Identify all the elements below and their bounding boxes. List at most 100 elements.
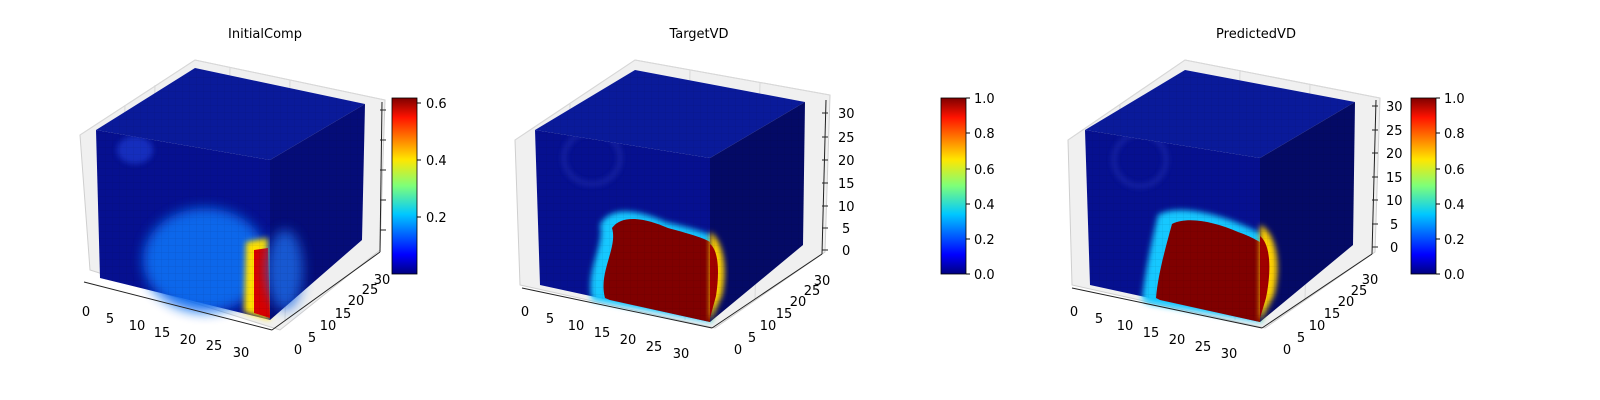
y-tick-label: 20 <box>790 295 807 310</box>
x-tick-label: 5 <box>546 312 554 327</box>
x-tick-label: 30 <box>673 347 690 362</box>
z-tick-label: 25 <box>1386 124 1403 139</box>
colorbar-tick-labels: 0.2 0.4 0.6 <box>426 97 447 226</box>
y-tick-label: 5 <box>1297 331 1305 346</box>
y-tick-label: 30 <box>814 274 831 289</box>
colorbar-tick-label: 0.6 <box>1444 163 1465 178</box>
voxel-grid-top <box>1085 70 1355 158</box>
colorbar-tick-label: 0.0 <box>974 268 995 283</box>
y-tick-label: 25 <box>362 283 379 298</box>
y-tick-labels: 0 5 10 15 20 25 30 <box>734 274 830 358</box>
y-tick-label: 25 <box>804 284 821 299</box>
x-tick-label: 0 <box>1070 305 1078 320</box>
axis-lines <box>83 101 383 331</box>
y-tick-label: 15 <box>776 307 793 322</box>
x-tick-label: 10 <box>568 319 585 334</box>
z-tick-label: 30 <box>1386 100 1403 115</box>
z-tick-label: 25 <box>838 131 855 146</box>
y-tick-label: 10 <box>760 319 777 334</box>
y-tick-label: 15 <box>1324 307 1341 322</box>
colorbar-tick-labels: 0.0 0.2 0.4 0.6 0.8 1.0 <box>1444 92 1465 283</box>
colorbar-tick-label: 0.4 <box>974 198 995 213</box>
colorbar-tick-label: 0.2 <box>1444 233 1465 248</box>
colorbar-tick-label: 1.0 <box>1444 92 1465 107</box>
x-tick-label: 15 <box>594 326 611 341</box>
x-tick-labels: 0 5 10 15 20 25 30 <box>82 305 249 361</box>
panel-title: InitialComp <box>228 27 302 42</box>
x-tick-label: 5 <box>1095 312 1103 327</box>
voxel-grid-top <box>535 70 805 158</box>
colorbar <box>391 97 418 275</box>
x-tick-label: 20 <box>1169 333 1186 348</box>
voxel-grid-right <box>270 104 365 320</box>
y-tick-label: 15 <box>335 307 352 322</box>
colorbar-ticks <box>1436 97 1440 275</box>
colorbar-tick-label: 0.2 <box>974 233 995 248</box>
y-tick-labels: 0 5 10 15 20 25 30 <box>294 273 390 358</box>
colorbar-tick-label: 0.4 <box>426 154 447 169</box>
z-tick-label: 20 <box>1386 147 1403 162</box>
x-tick-label: 0 <box>521 305 529 320</box>
z-ticks <box>822 112 828 251</box>
x-tick-label: 15 <box>1143 326 1160 341</box>
panel-targetvd: TargetVD 30 <box>514 27 995 362</box>
voxel-grid-right <box>710 102 805 322</box>
x-tick-label: 30 <box>233 346 250 361</box>
y-tick-label: 5 <box>748 331 756 346</box>
z-tick-label: 10 <box>838 200 855 215</box>
x-tick-label: 5 <box>106 312 114 327</box>
y-tick-label: 25 <box>1351 284 1368 299</box>
z-ticks <box>1372 105 1378 248</box>
colorbar-tick-labels: 0.0 0.2 0.4 0.6 0.8 1.0 <box>974 92 995 283</box>
colorbar <box>1410 97 1437 275</box>
y-tick-label: 0 <box>1283 343 1291 358</box>
colorbar-tick-label: 1.0 <box>974 92 995 107</box>
x-tick-label: 0 <box>82 305 90 320</box>
colorbar-tick-label: 0.6 <box>426 97 447 112</box>
z-tick-labels: 30 25 20 15 10 5 0 <box>1386 100 1403 256</box>
colorbar-tick-label: 0.2 <box>426 211 447 226</box>
x-tick-label: 20 <box>620 333 637 348</box>
x-tick-label: 25 <box>1195 340 1212 355</box>
voxel-grid-top <box>96 68 365 160</box>
z-tick-label: 20 <box>838 154 855 169</box>
x-tick-label: 20 <box>180 333 197 348</box>
y-tick-label: 10 <box>1309 319 1326 334</box>
panel-initialcomp: InitialComp <box>79 27 447 361</box>
x-tick-label: 10 <box>1117 319 1134 334</box>
voxel-grid-front <box>96 130 270 320</box>
z-tick-label: 0 <box>842 244 850 259</box>
y-tick-label: 30 <box>1362 273 1379 288</box>
voxel-grid-right <box>1260 102 1355 322</box>
y-tick-label: 10 <box>320 319 337 334</box>
z-tick-label: 0 <box>1390 241 1398 256</box>
y-tick-label: 5 <box>308 331 316 346</box>
y-tick-label: 30 <box>374 273 391 288</box>
y-tick-label: 0 <box>294 343 302 358</box>
z-ticks <box>380 109 386 231</box>
voxel-grid-front <box>1085 130 1260 322</box>
x-tick-label: 25 <box>646 340 663 355</box>
colorbar-tick-label: 0.8 <box>974 127 995 142</box>
x-tick-labels: 0 5 10 15 20 25 30 <box>521 305 689 362</box>
z-tick-labels: 30 25 20 15 10 5 0 <box>838 107 855 259</box>
colorbar-tick-label: 0.4 <box>1444 198 1465 213</box>
z-tick-label: 5 <box>842 222 850 237</box>
z-tick-label: 10 <box>1386 194 1403 209</box>
colorbar-tick-label: 0.0 <box>1444 268 1465 283</box>
voxel-grid-front <box>535 130 710 322</box>
panel-title: PredictedVD <box>1216 27 1296 42</box>
z-tick-label: 15 <box>838 177 855 192</box>
z-tick-label: 5 <box>1390 218 1398 233</box>
z-tick-label: 30 <box>838 107 855 122</box>
colorbar-tick-label: 0.8 <box>1444 127 1465 142</box>
x-tick-label: 30 <box>1221 347 1238 362</box>
z-tick-label: 15 <box>1386 171 1403 186</box>
x-tick-labels: 0 5 10 15 20 25 30 <box>1070 305 1237 362</box>
colorbar-tick-label: 0.6 <box>974 163 995 178</box>
colorbar-ticks <box>417 102 421 218</box>
y-tick-labels: 0 5 10 15 20 25 30 <box>1283 273 1378 358</box>
panel-title: TargetVD <box>668 27 728 42</box>
y-tick-label: 0 <box>734 343 742 358</box>
